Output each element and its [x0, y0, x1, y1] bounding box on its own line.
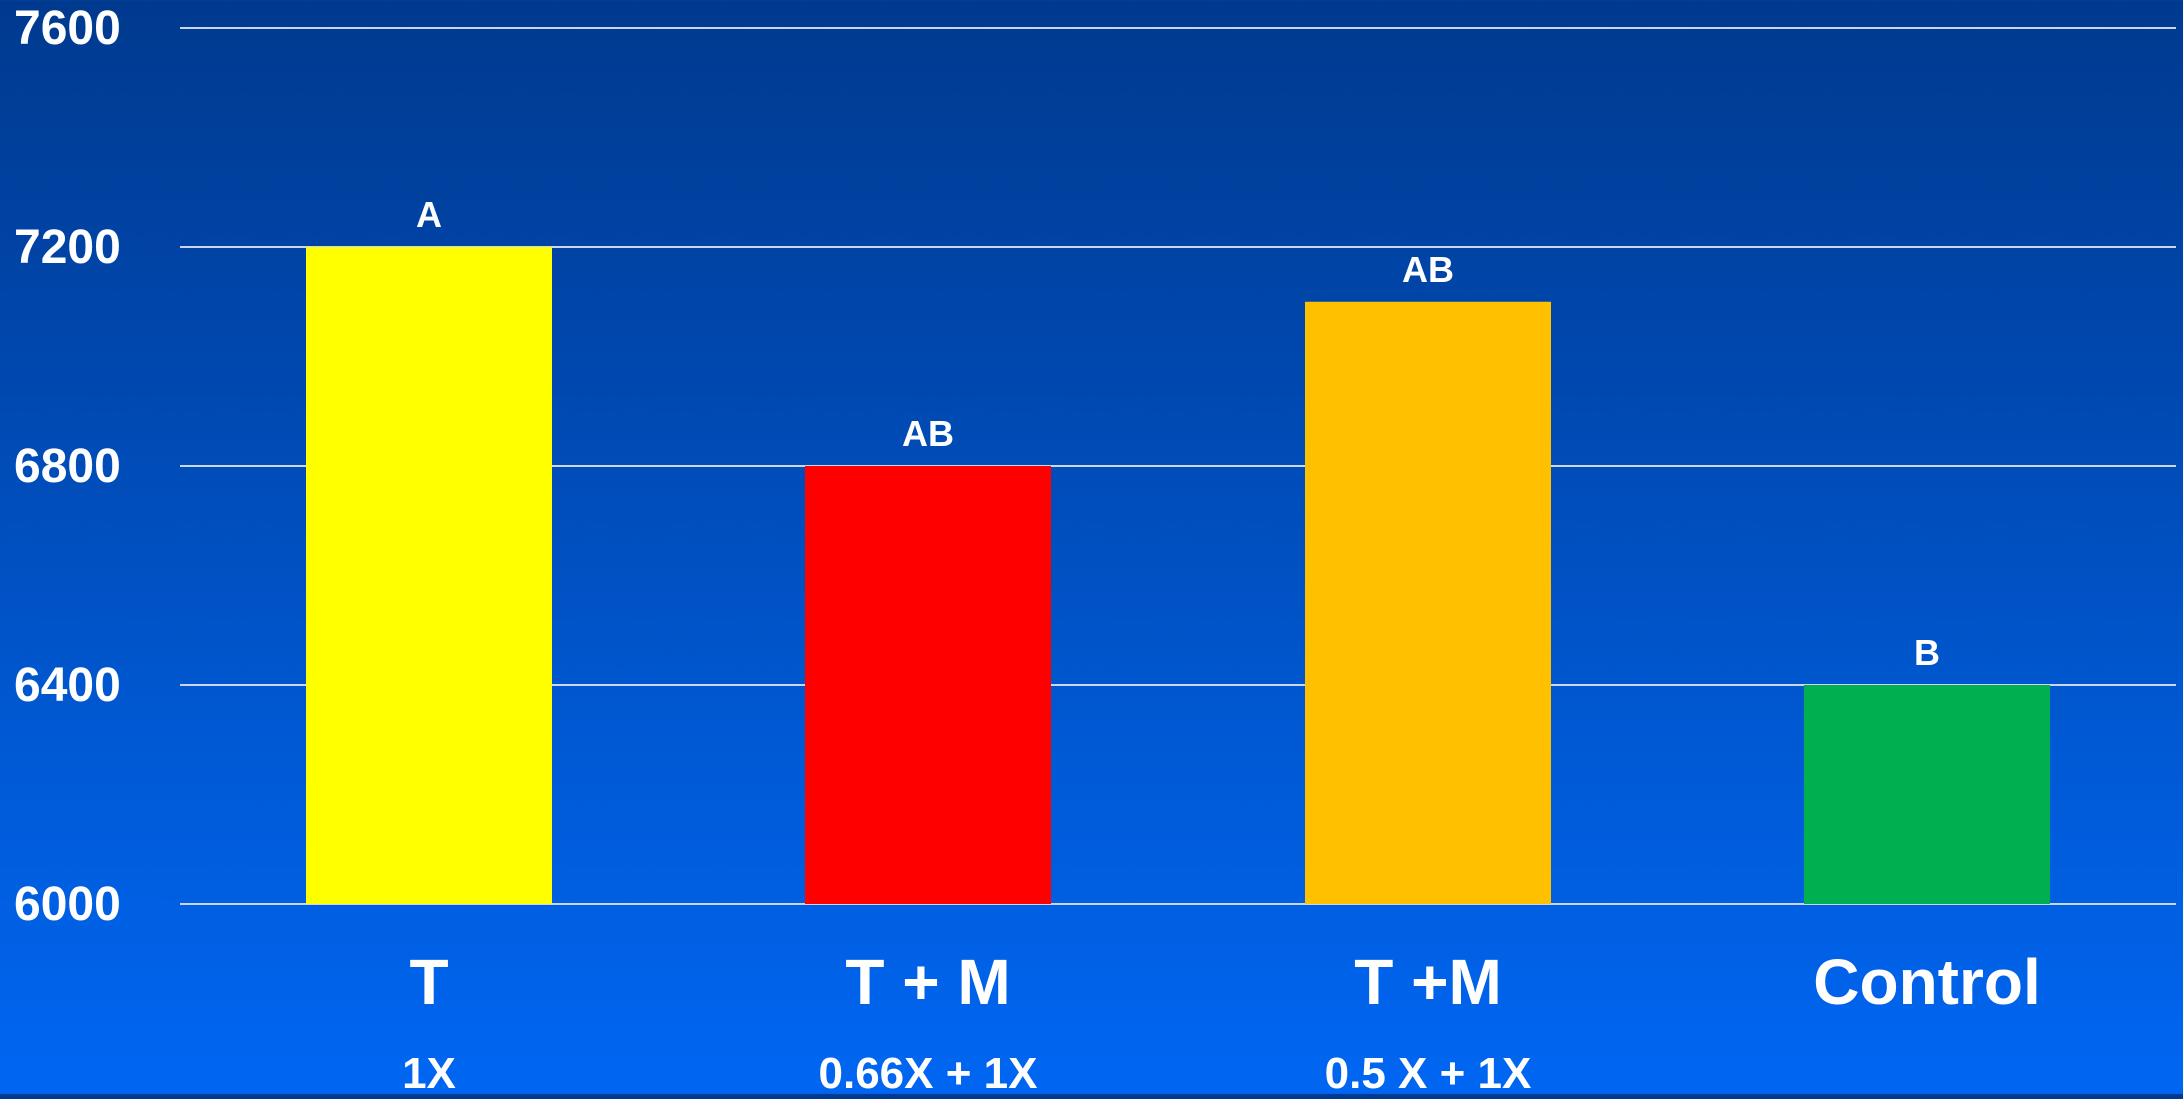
y-tick-label: 7200: [14, 221, 121, 274]
significance-letter: A: [416, 194, 442, 235]
category-label: T: [409, 946, 448, 1018]
bar-t: [306, 247, 552, 904]
bar-t-m: [805, 466, 1051, 904]
y-tick-label: 6000: [14, 878, 121, 931]
significance-letter: AB: [1402, 249, 1454, 290]
y-tick-label: 7600: [14, 2, 121, 55]
significance-letter: B: [1914, 632, 1940, 673]
category-label: T +M: [1354, 946, 1502, 1018]
category-sublabel: 0.5 X + 1X: [1325, 1049, 1532, 1094]
y-tick-label: 6400: [14, 659, 121, 712]
bar-control: [1804, 685, 2050, 904]
significance-letter: AB: [902, 413, 954, 454]
category-label: Control: [1813, 946, 2041, 1018]
category-sublabel: 1X: [402, 1049, 456, 1094]
y-tick-label: 6800: [14, 440, 121, 493]
bar-t-m: [1305, 302, 1551, 904]
category-sublabel: 0.66X + 1X: [819, 1049, 1038, 1094]
category-label: T + M: [845, 946, 1010, 1018]
bars: [306, 247, 2050, 904]
